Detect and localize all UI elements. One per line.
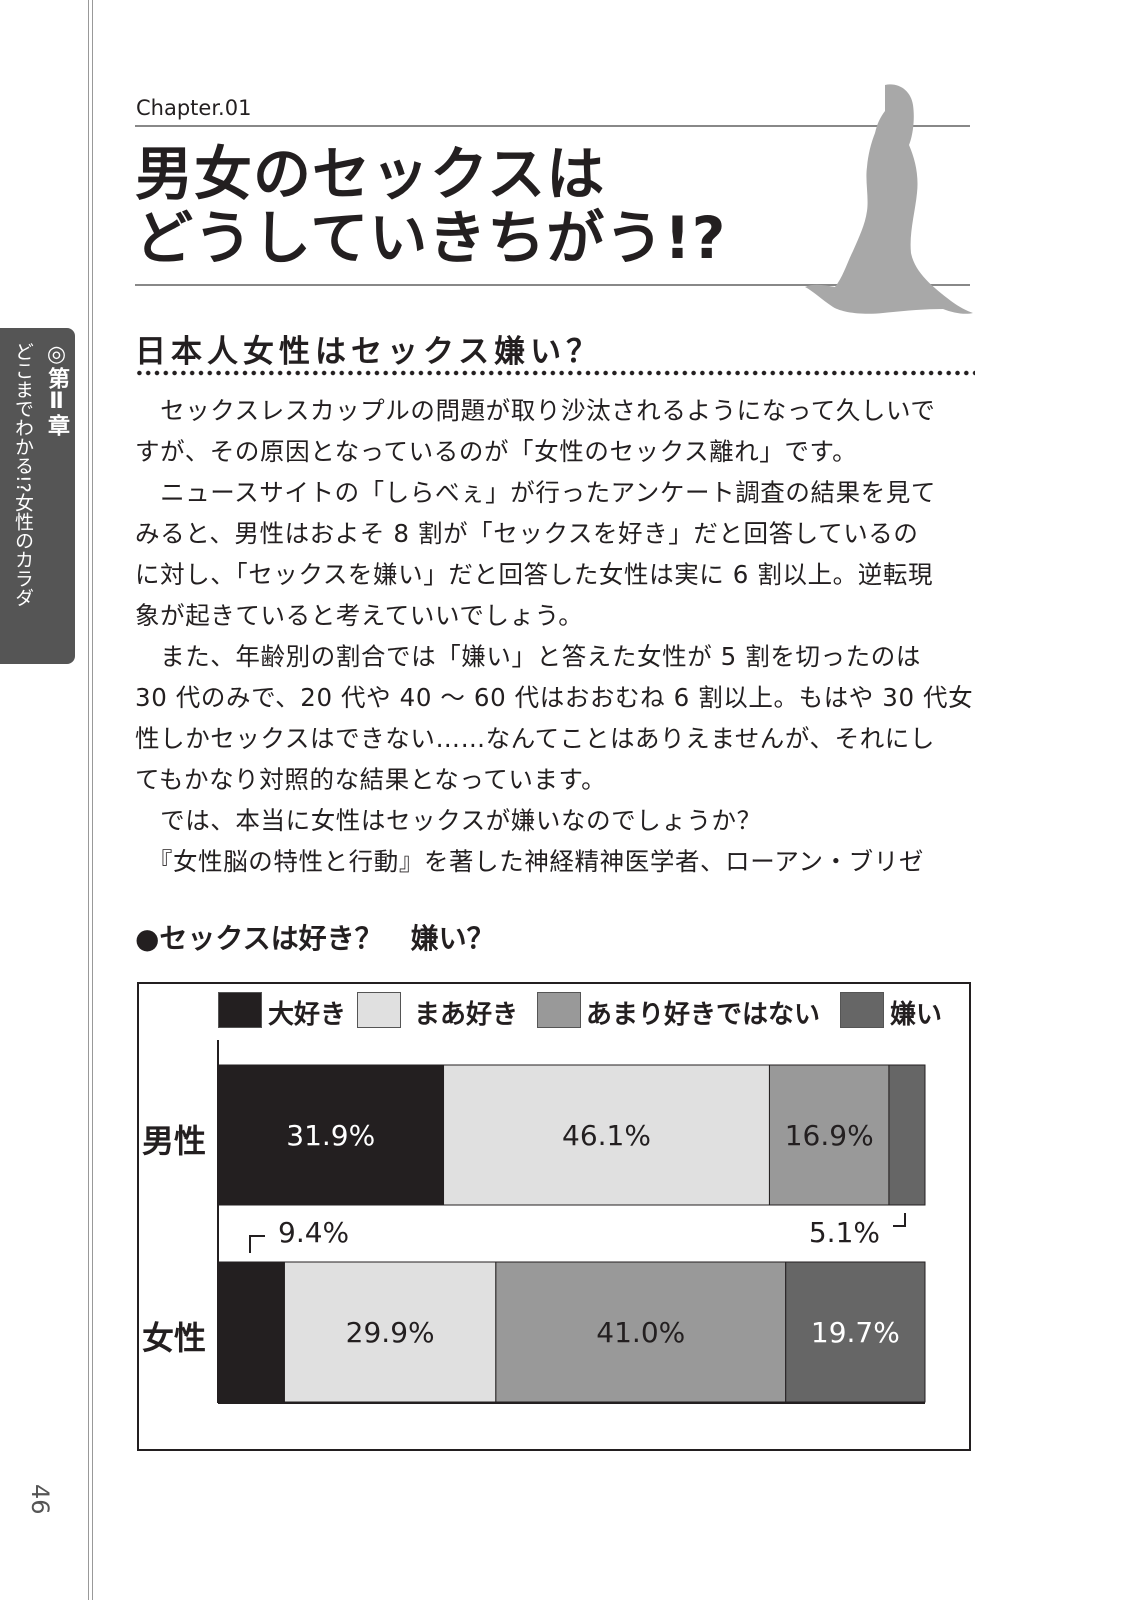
body-line: では、本当に女性はセックスが嫌いなのでしょうか？ [135, 806, 762, 835]
body-line: セックスレスカップルの問題が取り沙汰されるようになって久しいで [135, 396, 936, 425]
legend-label: まあ好き [414, 1000, 519, 1030]
divider [135, 284, 970, 286]
body-line: 性しかセックスはできない……なんてことはありえませんが、それにし [135, 724, 936, 753]
body-line: てもかなり対照的な結果となっています。 [135, 765, 607, 794]
legend-label: 嫌い [890, 1000, 943, 1030]
title-line: どうしていきちがう!? [135, 204, 727, 272]
chapter-tab: ◎第Ⅱ章 どこまでわかる!?女性のカラダ [0, 328, 75, 664]
body-line: みると、男性はおよそ 8 割が「セックスを好き」だと回答しているの [135, 519, 919, 548]
body-line: ニュースサイトの「しらべぇ」が行ったアンケート調査の結果を見て [135, 478, 936, 507]
title-line: 男女のセックスは [135, 140, 606, 208]
body-line: また、年齢別の割合では「嫌い」と答えた女性が 5 割を切ったのは [135, 642, 921, 671]
legend-swatch [218, 992, 262, 1028]
body-line: 『女性脳の特性と行動』を著した神経精神医学者、ローアン・ブリゼ [135, 847, 924, 876]
category-label-female: 女性 [142, 1319, 207, 1357]
legend-swatch [537, 992, 581, 1028]
legend-swatch [840, 992, 884, 1028]
page-gutter-line [92, 0, 93, 1600]
page-gutter-line [88, 0, 89, 1600]
legend-label: あまり好きではない [586, 1000, 821, 1030]
category-label-male: 男性 [142, 1122, 207, 1160]
body-text: セックスレスカップルの問題が取り沙汰されるようになって久しいで すが、その原因とな… [135, 390, 980, 882]
chapter-label: Chapter.01 [136, 96, 252, 120]
dotted-divider [135, 370, 975, 376]
chart-title: ●セックスは好き？ 嫌い？ [135, 922, 495, 955]
legend-swatch [357, 992, 401, 1028]
chapter-mark: ◎第Ⅱ章 [44, 342, 69, 436]
section-heading: 日本人女性はセックス嫌い？ [135, 334, 603, 370]
section-title: どこまでわかる!?女性のカラダ [12, 342, 34, 607]
body-line: 30 代のみで、20 代や 40 ～ 60 代はおおむね 6 割以上。もはや 3… [135, 683, 974, 712]
woman-silhouette-icon [805, 84, 973, 314]
legend-label: 大好き [268, 1000, 347, 1030]
page-title: 男女のセックスは どうしていきちがう!? [135, 142, 726, 270]
chart-frame [137, 982, 971, 1451]
body-line: すが、その原因となっているのが「女性のセックス離れ」です。 [135, 437, 858, 466]
body-line: に対し、「セックスを嫌い」だと回答した女性は実に 6 割以上。逆転現 [135, 560, 934, 589]
divider [135, 125, 970, 127]
body-line: 象が起きていると考えていいでしょう。 [135, 601, 584, 630]
page-number: 46 [26, 1484, 54, 1515]
